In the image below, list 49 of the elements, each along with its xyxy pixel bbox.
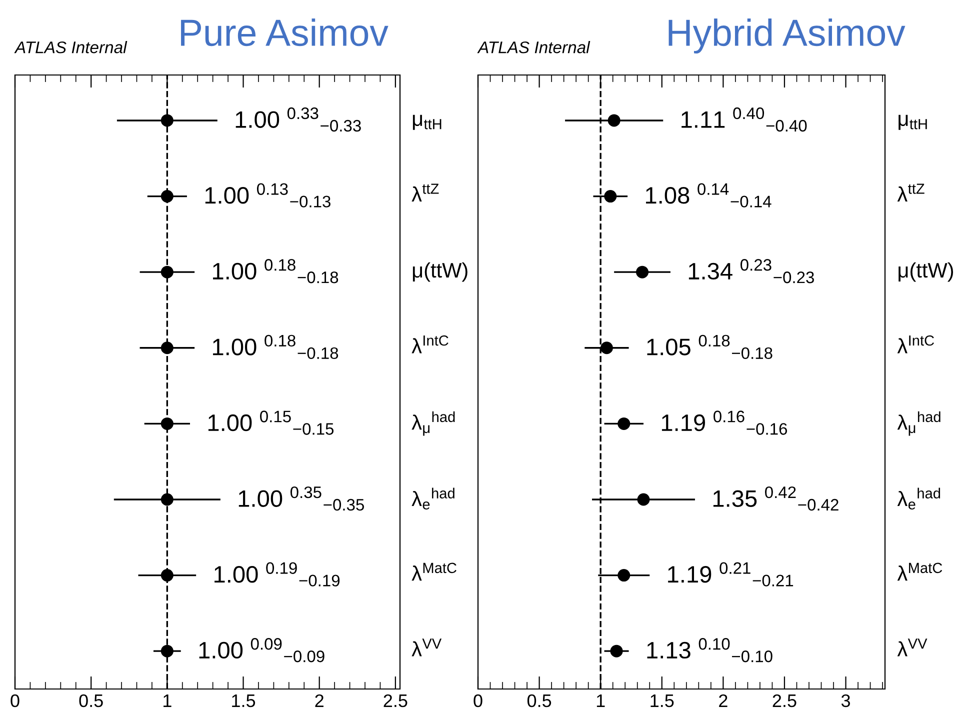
data-label: 1.35 $^{0.42}$$_{−0.42}$: [713, 486, 838, 511]
chart-title: Pure Asimov: [181, 18, 388, 46]
data-label: 1.00 $^{0.18}$$_{−0.18}$: [213, 334, 338, 360]
data-label: 1.34 $^{0.23}$$_{−0.23}$: [688, 259, 814, 284]
x-tick-label: 3: [841, 694, 850, 708]
x-tick-label: 2: [719, 694, 728, 707]
x-tick-label: 2: [315, 694, 324, 707]
data-label: 1.13 $^{0.10}$$_{−0.10}$: [647, 638, 772, 662]
data-label: 1.00 $^{0.35}$$_{−0.35}$: [238, 486, 364, 511]
y-tick-label: λ$_{μ}$$^{had}$: [412, 411, 455, 436]
y-tick-label: λ$^{IntC}$: [412, 335, 448, 354]
data-label: 1.00 $^{0.15}$$_{−0.15}$: [208, 410, 334, 435]
x-tick-label: 1: [596, 694, 605, 707]
data-label: 1.00 $^{0.33}$$_{−0.33}$: [236, 107, 361, 132]
y-tick-label: λ$^{ttZ}$: [412, 184, 439, 202]
data-label: 1.00 $^{0.13}$$_{−0.13}$: [205, 183, 330, 208]
text: ATLAS Internal: [477, 41, 590, 54]
data-label: 1.19 $^{0.16}$$_{−0.16}$: [662, 410, 787, 435]
x-tick-label: 0.5: [527, 694, 552, 708]
y-tick-label: λ$_{e}$$^{had}$: [412, 488, 454, 510]
x-tick-label: 0.5: [79, 694, 103, 708]
y-tick-label: μ$_{ttH}$: [412, 114, 442, 130]
chart-title: Hybrid Asimov: [668, 18, 906, 54]
x-tick-label: 0: [10, 694, 20, 708]
x-tick-label: 0: [474, 694, 482, 708]
y-tick-label: μ$_{ttH}$: [898, 114, 927, 130]
y-tick-label: λ$^{MatC}$: [412, 562, 456, 581]
y-tick-label: λ$_{μ}$$^{had}$: [897, 411, 940, 436]
x-tick-label: 1.5: [232, 694, 256, 708]
x-tick-label: 1: [164, 694, 172, 707]
y-tick-label: λ$^{VV}$: [412, 638, 442, 656]
y-tick-label: λ$^{MatC}$: [897, 562, 942, 581]
y-tick-label: λ$^{ttZ}$: [897, 184, 924, 202]
data-label: 1.11 $^{0.40}$$_{−0.40}$: [682, 107, 807, 132]
data-label: 1.00 $^{0.09}$$_{−0.09}$: [199, 638, 324, 662]
y-tick-label: λ$_{e}$$^{had}$: [897, 488, 940, 510]
x-tick-label: 2.5: [772, 694, 796, 708]
x-tick-label: 1.5: [650, 694, 674, 708]
y-tick-label: μ(ttW): [412, 262, 468, 282]
data-label: 1.00 $^{0.19}$$_{−0.19}$: [214, 562, 340, 586]
y-tick-label: λ$^{IntC}$: [897, 335, 934, 354]
y-tick-label: λ$^{VV}$: [897, 638, 928, 656]
data-label: 1.08 $^{0.14}$$_{−0.14}$: [646, 183, 772, 208]
data-label: 1.05 $^{0.18}$$_{−0.18}$: [647, 334, 772, 360]
y-tick-label: μ(ttW): [898, 262, 954, 282]
data-label: 1.19 $^{0.21}$$_{−0.21}$: [668, 562, 794, 586]
x-tick-label: 2.5: [384, 694, 408, 708]
data-label: 1.00 $^{0.18}$$_{−0.18}$: [213, 259, 338, 284]
text: ATLAS Internal: [14, 41, 128, 54]
